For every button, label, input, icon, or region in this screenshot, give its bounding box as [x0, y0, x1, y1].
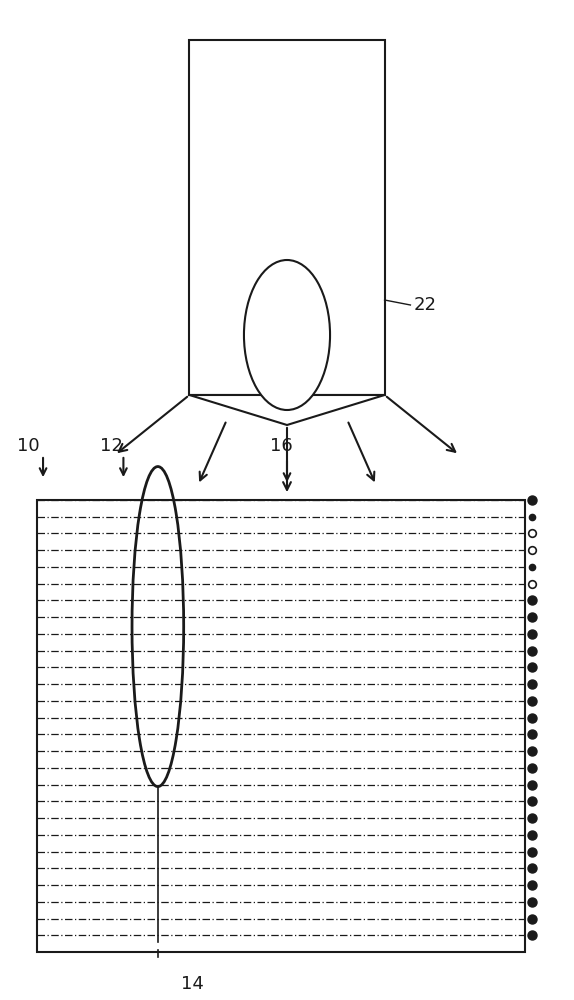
Text: 16: 16	[270, 437, 293, 455]
Bar	[37, 500, 525, 952]
Bar	[189, 40, 385, 395]
Text: 22: 22	[413, 296, 436, 314]
Text: 12: 12	[100, 437, 123, 455]
Circle shape	[244, 260, 330, 410]
Polygon shape	[189, 395, 385, 425]
Text: 14: 14	[181, 975, 204, 993]
Text: 10: 10	[17, 437, 40, 455]
